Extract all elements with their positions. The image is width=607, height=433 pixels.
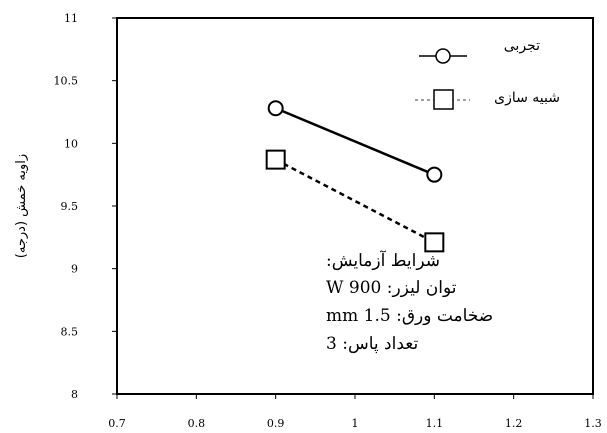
y-tick-label: 9 (71, 263, 78, 276)
series-0-line (275, 107, 435, 176)
annotation-sheet-thickness: ضخامت ورق: 1.5 mm (326, 306, 493, 326)
series-0-point (267, 100, 284, 117)
y-tick-label: 8.5 (61, 325, 79, 338)
y-axis: 8 8.5 9 9.5 10 10.5 11 (54, 12, 117, 401)
series-layer (265, 100, 445, 253)
y-tick-label: 9.5 (61, 200, 79, 213)
x-axis: 0.7 0.9 0.8 1 1.1 1.2 1.3 (108, 394, 602, 430)
y-tick-label: 10.5 (54, 75, 79, 88)
x-tick-label: 1.1 (426, 417, 444, 430)
x-tick-label: 0.7 (108, 417, 126, 430)
legend-simulation-label: شبیه سازی (494, 90, 560, 106)
series-0-point (426, 166, 443, 183)
legend-simulation-marker (433, 89, 454, 110)
x-tick-label: 1.2 (505, 417, 523, 430)
annotation-pass-count: تعداد پاس: 3 (326, 334, 418, 354)
annotation-conditions: شرایط آزمایش: (326, 249, 440, 271)
x-tick-label: 1 (352, 417, 359, 430)
series-1-line (275, 158, 435, 244)
legend-experimental-marker (435, 48, 451, 64)
x-tick-label: 1.3 (584, 417, 602, 430)
legend-experimental-label: تجربی (504, 38, 540, 54)
y-axis-label: زاویه خمش (درجه) (14, 154, 29, 258)
y-tick-label: 11 (64, 12, 78, 25)
annotation-laser-power: توان لیزر: 900 W (326, 278, 457, 298)
y-tick-label: 8 (71, 388, 78, 401)
x-tick-label: 0.9 (267, 417, 285, 430)
y-tick-label: 10 (64, 137, 78, 150)
legend: تجربی شبیه سازی (415, 38, 560, 110)
annotation-block: شرایط آزمایش: توان لیزر: 900 W ضخامت ورق… (326, 249, 493, 354)
x-tick-label: 0.8 (188, 417, 206, 430)
series-1-point (265, 149, 286, 170)
series-1-point (424, 232, 445, 253)
